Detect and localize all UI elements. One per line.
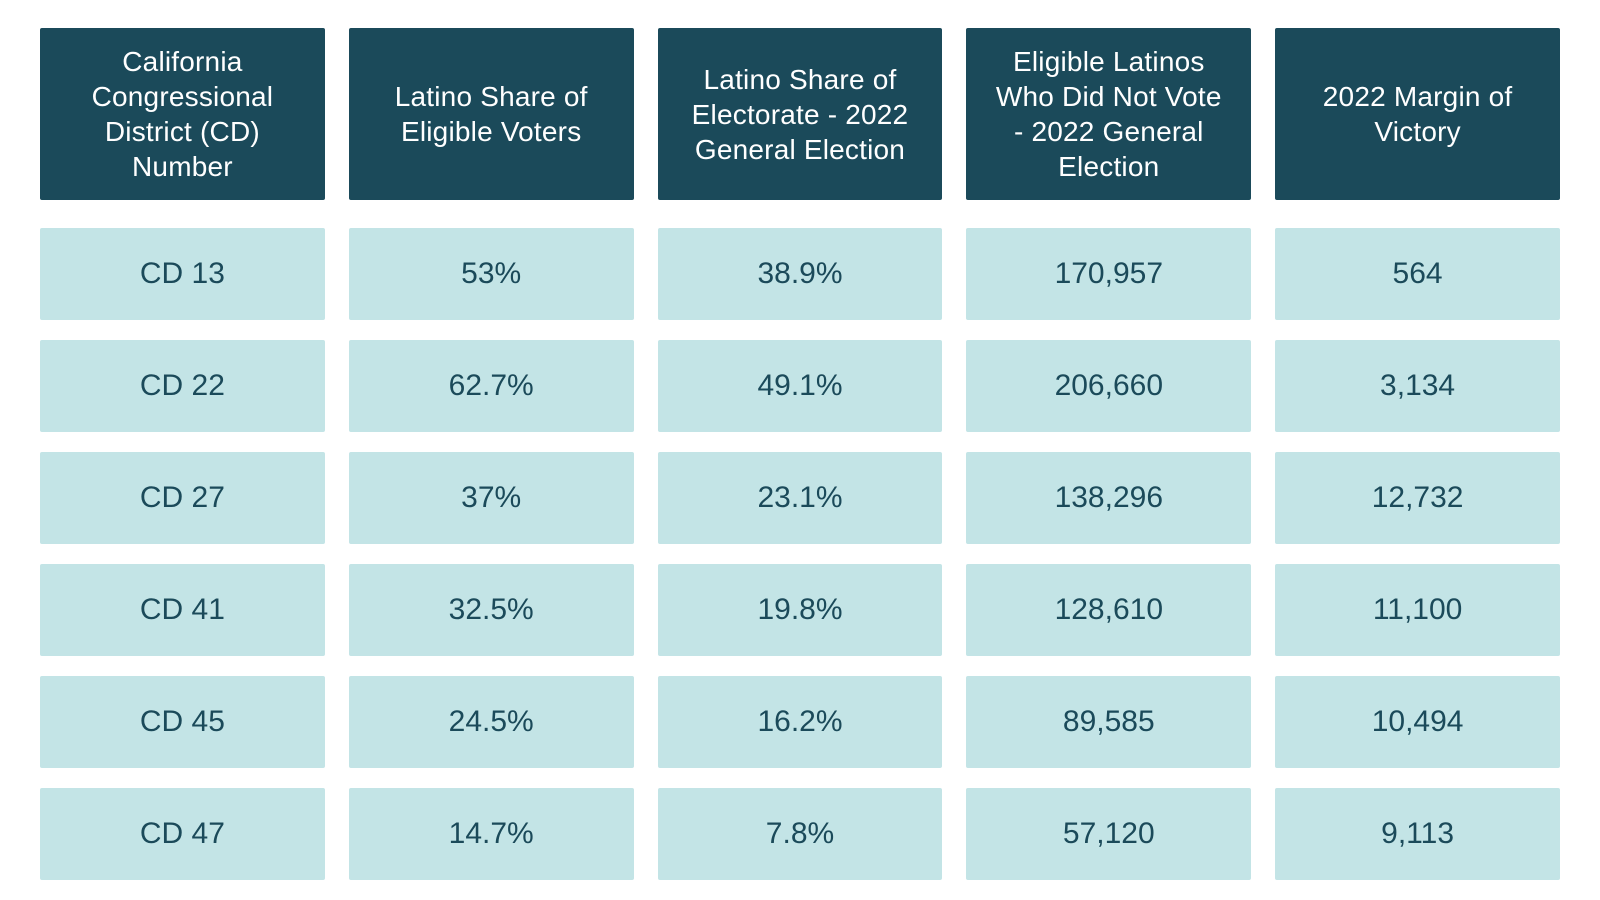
- col-header-district: California Congressional District (CD) N…: [40, 28, 325, 200]
- table-row: CD 47 14.7% 7.8% 57,120 9,113: [40, 788, 1560, 880]
- cell-share-elig: 24.5%: [349, 676, 634, 768]
- cell-share-elec: 49.1%: [658, 340, 943, 432]
- table-row: CD 45 24.5% 16.2% 89,585 10,494: [40, 676, 1560, 768]
- cell-margin: 11,100: [1275, 564, 1560, 656]
- cell-share-elig: 32.5%: [349, 564, 634, 656]
- table-header-row: California Congressional District (CD) N…: [40, 28, 1560, 200]
- cell-district: CD 27: [40, 452, 325, 544]
- cell-district: CD 47: [40, 788, 325, 880]
- col-header-margin: 2022 Margin of Victory: [1275, 28, 1560, 200]
- col-header-share-elec: Latino Share of Electorate - 2022 Genera…: [658, 28, 943, 200]
- table-row: CD 27 37% 23.1% 138,296 12,732: [40, 452, 1560, 544]
- cell-share-elec: 38.9%: [658, 228, 943, 320]
- cell-nonvoters: 89,585: [966, 676, 1251, 768]
- table-row: CD 41 32.5% 19.8% 128,610 11,100: [40, 564, 1560, 656]
- table-row: CD 13 53% 38.9% 170,957 564: [40, 228, 1560, 320]
- cell-nonvoters: 138,296: [966, 452, 1251, 544]
- table-row: CD 22 62.7% 49.1% 206,660 3,134: [40, 340, 1560, 432]
- cell-share-elec: 7.8%: [658, 788, 943, 880]
- cell-share-elec: 19.8%: [658, 564, 943, 656]
- cell-margin: 9,113: [1275, 788, 1560, 880]
- cell-margin: 564: [1275, 228, 1560, 320]
- cell-share-elig: 62.7%: [349, 340, 634, 432]
- cell-share-elig: 53%: [349, 228, 634, 320]
- cell-nonvoters: 128,610: [966, 564, 1251, 656]
- cell-share-elec: 23.1%: [658, 452, 943, 544]
- cell-nonvoters: 170,957: [966, 228, 1251, 320]
- cell-margin: 10,494: [1275, 676, 1560, 768]
- cell-district: CD 13: [40, 228, 325, 320]
- cell-share-elec: 16.2%: [658, 676, 943, 768]
- cell-share-elig: 14.7%: [349, 788, 634, 880]
- cell-district: CD 41: [40, 564, 325, 656]
- cell-margin: 12,732: [1275, 452, 1560, 544]
- cell-nonvoters: 57,120: [966, 788, 1251, 880]
- cell-share-elig: 37%: [349, 452, 634, 544]
- col-header-share-elig: Latino Share of Eligible Voters: [349, 28, 634, 200]
- col-header-nonvoters: Eligible Latinos Who Did Not Vote - 2022…: [966, 28, 1251, 200]
- voter-table: California Congressional District (CD) N…: [40, 28, 1560, 880]
- cell-district: CD 45: [40, 676, 325, 768]
- cell-margin: 3,134: [1275, 340, 1560, 432]
- cell-district: CD 22: [40, 340, 325, 432]
- cell-nonvoters: 206,660: [966, 340, 1251, 432]
